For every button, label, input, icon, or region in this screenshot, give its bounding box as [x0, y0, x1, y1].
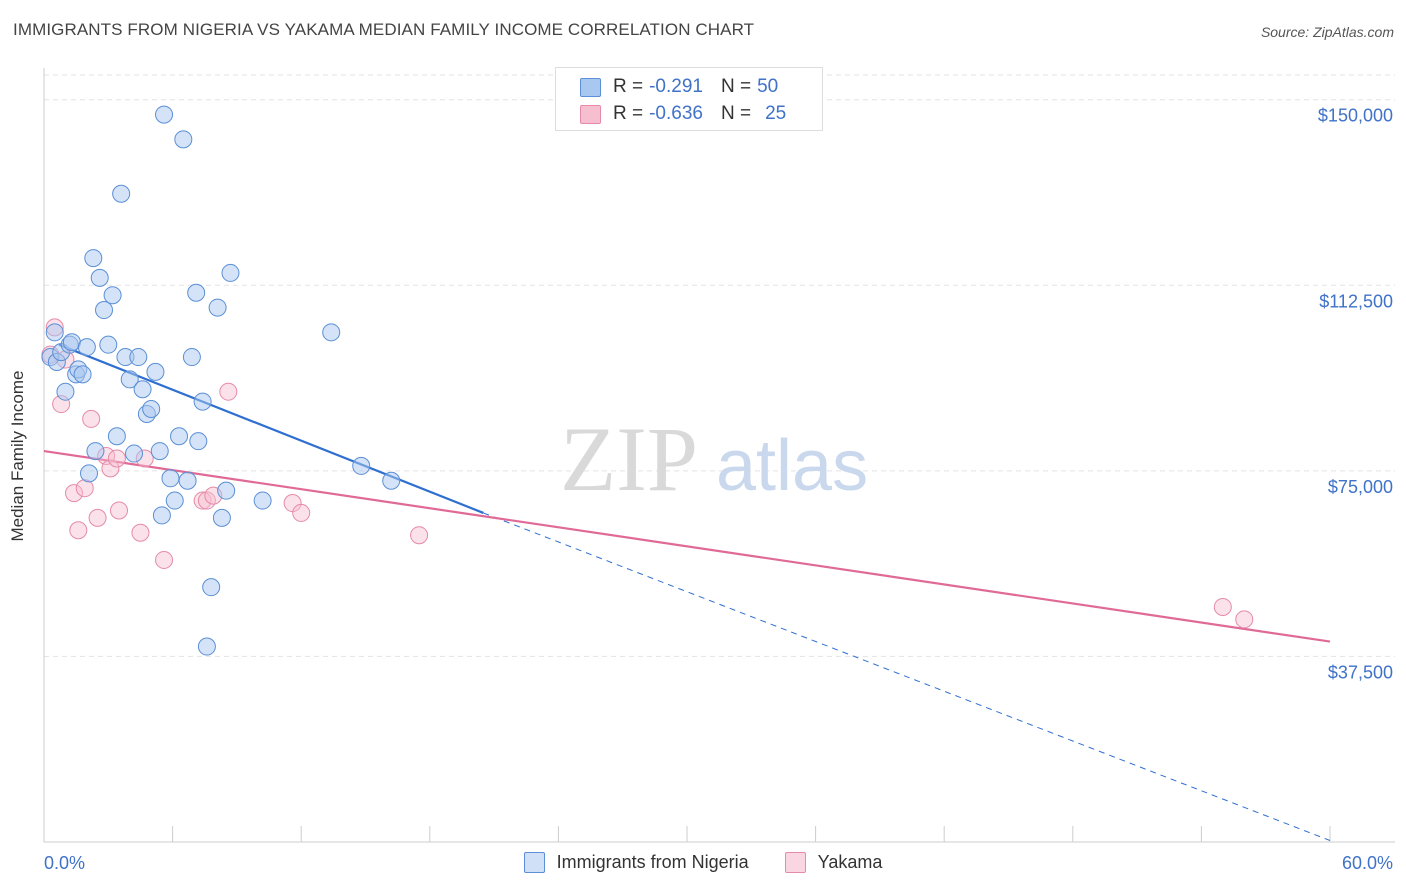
data-point-yakama — [110, 501, 129, 520]
data-point-nigeria — [253, 491, 272, 510]
data-point-yakama — [88, 508, 107, 527]
data-point-nigeria — [45, 323, 64, 342]
data-point-yakama — [65, 484, 84, 503]
data-point-yakama — [131, 523, 150, 542]
legend-swatch-yakama — [784, 852, 806, 873]
watermark-atlas: atlas — [716, 426, 868, 506]
data-point-yakama — [410, 526, 429, 545]
data-point-yakama — [75, 479, 94, 498]
data-point-nigeria — [165, 491, 184, 510]
axes — [43, 68, 1395, 843]
data-point-nigeria — [146, 362, 165, 381]
y-tick-label: $75,000 — [1328, 477, 1393, 497]
legend-swatch-nigeria — [580, 77, 601, 97]
legend-swatch-nigeria — [523, 852, 545, 873]
gridlines — [44, 74, 1395, 657]
data-point-nigeria — [193, 392, 212, 411]
source-label: Source: ZipAtlas.com — [1260, 24, 1394, 40]
data-point-yakama — [101, 459, 120, 478]
data-point-nigeria — [152, 506, 171, 525]
data-point-nigeria — [170, 427, 189, 446]
legend-n-label: N = — [720, 103, 752, 124]
legend-label-nigeria: Immigrants from Nigeria — [556, 852, 749, 872]
series-legend: Immigrants from Nigeria Yakama — [0, 852, 1406, 873]
chart-title: IMMIGRANTS FROM NIGERIA VS YAKAMA MEDIAN… — [13, 20, 755, 39]
data-point-nigeria — [187, 283, 206, 302]
data-point-nigeria — [322, 323, 341, 342]
legend-item-yakama: Yakama — [784, 852, 883, 873]
data-point-nigeria — [90, 268, 109, 287]
data-point-nigeria — [189, 432, 208, 451]
data-point-yakama — [292, 503, 311, 522]
data-point-nigeria — [142, 400, 161, 419]
data-point-yakama — [193, 491, 212, 510]
data-point-nigeria — [56, 382, 75, 401]
data-point-nigeria — [129, 348, 148, 367]
data-point-nigeria — [150, 442, 169, 461]
data-point-nigeria — [84, 249, 103, 268]
legend-row-yakama: R = -0.636 N = 25 — [580, 102, 786, 126]
data-point-nigeria — [133, 380, 152, 399]
legend-r-value: -0.636 — [649, 103, 703, 124]
data-point-nigeria — [174, 130, 193, 149]
data-point-nigeria — [62, 333, 81, 352]
data-point-yakama — [1235, 610, 1254, 629]
data-point-nigeria — [352, 456, 371, 475]
legend-n-value: 50 — [757, 76, 779, 97]
data-point-nigeria — [221, 263, 240, 282]
data-point-nigeria — [80, 464, 99, 483]
watermark-zip: ZIP — [560, 408, 698, 510]
stats-legend: R = -0.291 N = 50 R = -0.636 N = 25 — [555, 67, 823, 131]
data-point-nigeria — [197, 637, 216, 656]
y-tick-label: $150,000 — [1318, 106, 1393, 126]
data-point-nigeria — [120, 370, 139, 389]
data-point-nigeria — [107, 427, 126, 446]
legend-swatch-yakama — [580, 104, 601, 124]
trend-line-nigeria-extension — [483, 512, 1331, 841]
data-point-nigeria — [208, 298, 227, 317]
legend-r-value: -0.291 — [649, 76, 703, 97]
data-point-nigeria — [112, 184, 131, 203]
data-point-nigeria — [95, 301, 114, 320]
legend-r-label: R = — [613, 76, 644, 97]
data-point-yakama — [69, 521, 88, 540]
trend-line-nigeria — [58, 343, 484, 514]
trend-line-yakama — [43, 449, 1331, 643]
y-tick-label: $37,500 — [1328, 662, 1393, 682]
legend-label-yakama: Yakama — [817, 852, 883, 872]
data-point-nigeria — [217, 481, 236, 500]
data-point-nigeria — [182, 348, 201, 367]
data-point-yakama — [82, 409, 101, 428]
data-point-yakama — [107, 449, 126, 468]
legend-item-nigeria: Immigrants from Nigeria — [523, 852, 749, 873]
x-tick-label: 60.0% — [1342, 853, 1393, 873]
data-point-nigeria — [202, 578, 221, 597]
legend-n-value: 25 — [765, 103, 787, 124]
data-point-nigeria — [103, 286, 122, 305]
data-point-yakama — [155, 550, 174, 569]
data-point-nigeria — [73, 365, 92, 384]
legend-row-nigeria: R = -0.291 N = 50 — [580, 75, 778, 99]
data-point-nigeria — [382, 471, 401, 490]
data-point-nigeria — [212, 508, 231, 527]
data-point-nigeria — [99, 335, 118, 354]
data-point-nigeria — [125, 444, 144, 463]
y-axis-label: Median Family Income — [8, 370, 27, 542]
data-point-yakama — [1213, 597, 1232, 616]
data-point-nigeria — [155, 105, 174, 124]
legend-r-label: R = — [613, 103, 644, 124]
data-point-nigeria — [77, 338, 96, 357]
y-tick-label: $112,500 — [1319, 291, 1393, 311]
data-point-nigeria — [161, 469, 180, 488]
x-tick-label: 0.0% — [44, 853, 85, 873]
data-point-nigeria — [178, 471, 197, 490]
legend-n-label: N = — [720, 76, 752, 97]
data-point-yakama — [219, 382, 238, 401]
data-point-nigeria — [86, 442, 105, 461]
tick-labels: $37,500 $75,000 $112,500 $150,000 0.0% 60.0% — [44, 106, 1393, 873]
data-points — [41, 105, 1254, 656]
